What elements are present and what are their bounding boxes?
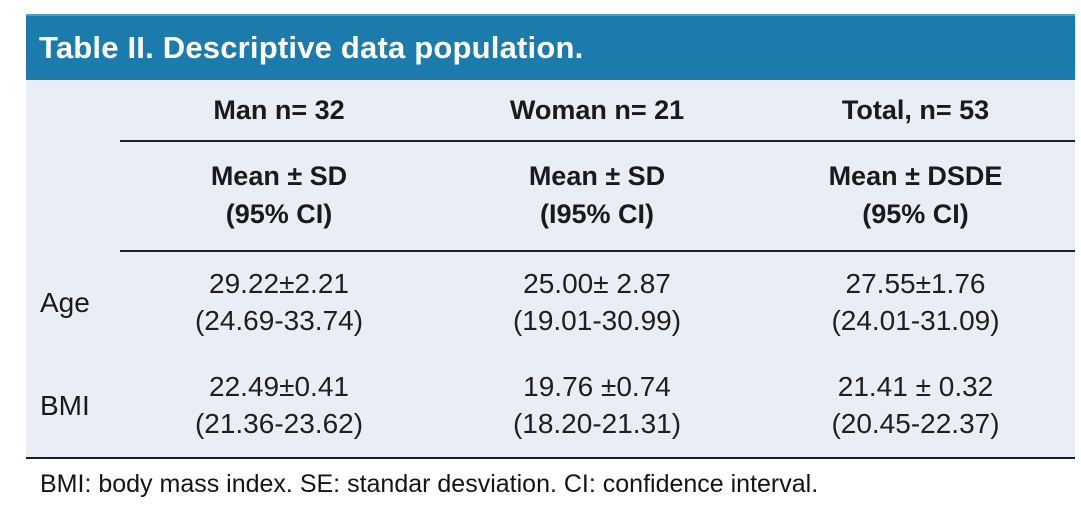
data-table: Man n= 32 Woman n= 21 Total, n= 53 Mean … bbox=[26, 80, 1075, 457]
cell-age-man: 29.22±2.21 (24.69-33.74) bbox=[120, 252, 438, 354]
cell-bmi-total: 21.41 ± 0.32 (20.45-22.37) bbox=[756, 354, 1075, 457]
stat-header-line2: (95% CI) bbox=[862, 199, 969, 229]
row-label-bmi: BMI bbox=[40, 389, 90, 421]
stat-header-spacer bbox=[26, 142, 120, 252]
cell-bmi-man: 22.49±0.41 (21.36-23.62) bbox=[120, 354, 438, 457]
ci-value: (21.36-23.62) bbox=[194, 407, 364, 439]
stat-header-man: Mean ± SD (95% CI) bbox=[120, 142, 438, 252]
ci-value: (18.20-21.31) bbox=[512, 407, 682, 439]
corner-spacer bbox=[26, 80, 120, 142]
stat-header-line2: (I95% CI) bbox=[539, 199, 655, 229]
stat-header-line1: Mean ± DSDE bbox=[828, 161, 1003, 192]
column-header-man: Man n= 32 bbox=[120, 80, 438, 142]
table-panel: Man n= 32 Woman n= 21 Total, n= 53 Mean … bbox=[26, 80, 1075, 459]
mean-value: 19.76 ±0.74 bbox=[523, 370, 671, 402]
table-title-bar: Table II. Descriptive data population. bbox=[26, 14, 1075, 80]
cell-bmi-woman: 19.76 ±0.74 (18.20-21.31) bbox=[438, 354, 756, 457]
stat-header-total: Mean ± DSDE (95% CI) bbox=[756, 142, 1075, 252]
stat-header-woman: Mean ± SD (I95% CI) bbox=[438, 142, 756, 252]
cell-age-total: 27.55±1.76 (24.01-31.09) bbox=[756, 252, 1075, 354]
row-label-age: Age bbox=[40, 287, 90, 318]
mean-value: 21.41 ± 0.32 bbox=[837, 370, 994, 402]
ci-value: (19.01-30.99) bbox=[512, 305, 682, 336]
mean-value: 29.22±2.21 bbox=[209, 268, 349, 300]
mean-value: 25.00± 2.87 bbox=[523, 268, 671, 300]
stat-header-line2: (95% CI) bbox=[225, 199, 333, 229]
cell-age-woman: 25.00± 2.87 (19.01-30.99) bbox=[438, 252, 756, 354]
table-title: Table II. Descriptive data population. bbox=[39, 30, 584, 65]
stat-header-line1: Mean ± SD bbox=[528, 161, 666, 192]
ci-value: (24.01-31.09) bbox=[831, 305, 1000, 336]
mean-value: 22.49±0.41 bbox=[209, 370, 349, 402]
mean-value: 27.55±1.76 bbox=[845, 268, 986, 300]
table-figure: Table II. Descriptive data population. M… bbox=[26, 14, 1075, 499]
ci-value: (24.69-33.74) bbox=[194, 305, 364, 336]
ci-value: (20.45-22.37) bbox=[831, 407, 1000, 439]
column-header-woman: Woman n= 21 bbox=[438, 80, 756, 142]
table-footnote: BMI: body mass index. SE: standar desvia… bbox=[40, 470, 819, 498]
column-header-total: Total, n= 53 bbox=[756, 80, 1075, 142]
stat-header-line1: Mean ± SD bbox=[210, 161, 348, 192]
